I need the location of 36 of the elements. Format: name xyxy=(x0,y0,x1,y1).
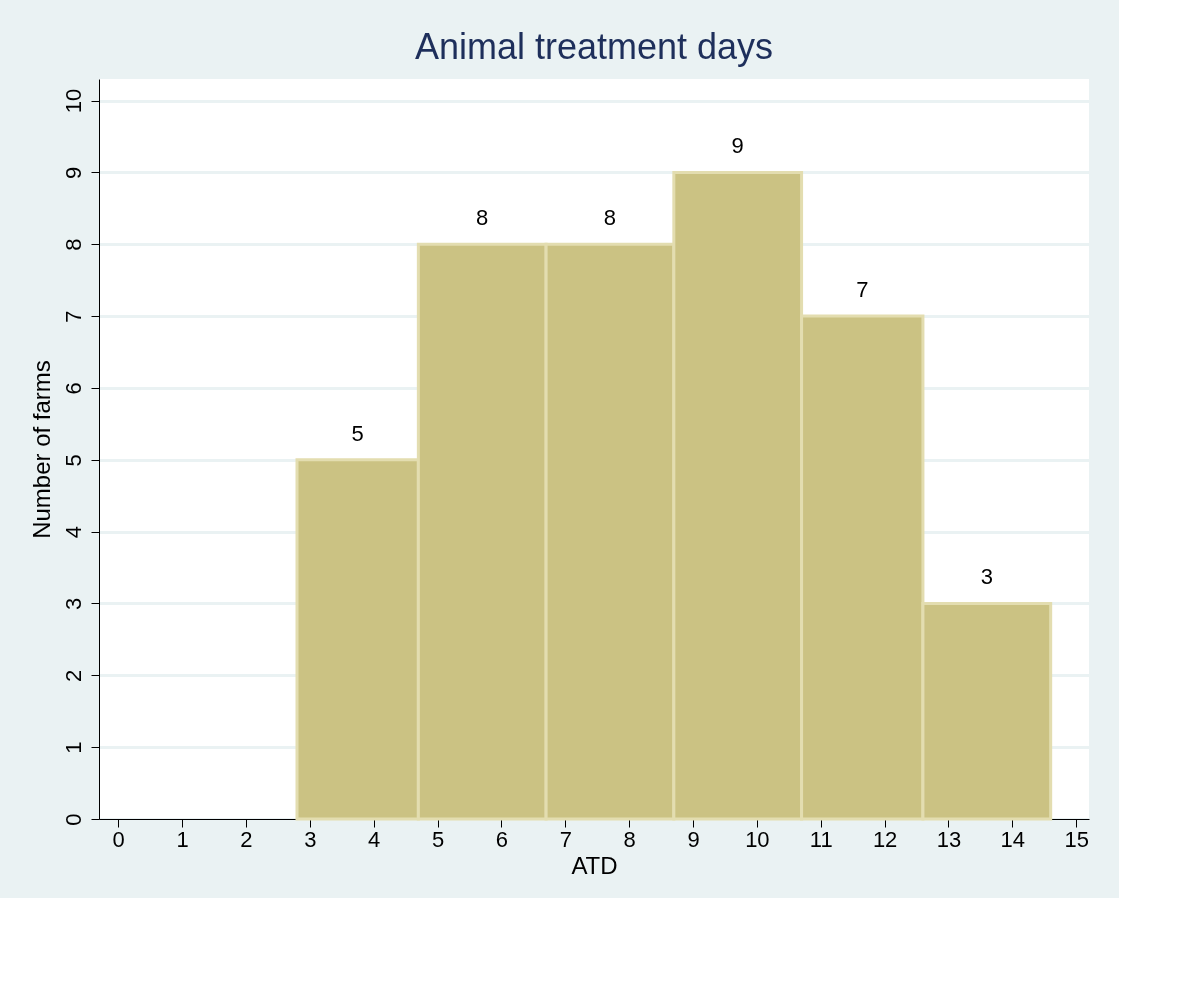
y-tick-label: 7 xyxy=(60,310,86,323)
y-tick-label: 2 xyxy=(60,669,86,682)
x-tick-label: 12 xyxy=(872,826,898,852)
x-tick-label: 7 xyxy=(559,826,572,852)
data-label: 7 xyxy=(856,277,869,303)
y-tick-label: 6 xyxy=(60,382,86,395)
x-tick-label: 6 xyxy=(495,826,509,852)
y-tick-label: 8 xyxy=(60,238,86,251)
x-tick-label: 4 xyxy=(368,826,381,852)
y-tick-label: 3 xyxy=(60,597,86,611)
x-tick-label: 2 xyxy=(240,826,253,852)
y-tick-label: 10 xyxy=(60,88,86,114)
x-tick-label: 1 xyxy=(176,826,189,852)
x-tick-label: 13 xyxy=(936,826,962,852)
x-axis-title: ATD xyxy=(571,851,618,879)
y-tick-label: 0 xyxy=(60,813,86,826)
y-tick-label: 4 xyxy=(60,526,86,539)
y-tick-label: 9 xyxy=(60,166,86,180)
x-tick-label: 10 xyxy=(745,826,770,852)
y-tick-label: 5 xyxy=(60,454,86,467)
data-label: 8 xyxy=(603,205,617,231)
x-tick-label: 14 xyxy=(1000,826,1026,852)
x-tick-label: 0 xyxy=(112,826,125,852)
x-tick-label: 9 xyxy=(687,826,700,852)
x-tick-label: 11 xyxy=(809,826,833,852)
x-tick-label: 15 xyxy=(1064,826,1089,852)
y-tick-label: 1 xyxy=(60,741,86,754)
y-axis-title: Number of farms xyxy=(27,360,55,539)
x-tick-label: 5 xyxy=(431,826,445,852)
x-tick-label: 8 xyxy=(623,826,636,852)
x-tick-label: 3 xyxy=(304,826,317,852)
data-label: 5 xyxy=(351,420,364,446)
data-label: 9 xyxy=(731,133,744,159)
data-label: 8 xyxy=(476,205,489,231)
data-label: 3 xyxy=(980,564,993,590)
chart-title: Animal treatment days xyxy=(414,26,774,67)
